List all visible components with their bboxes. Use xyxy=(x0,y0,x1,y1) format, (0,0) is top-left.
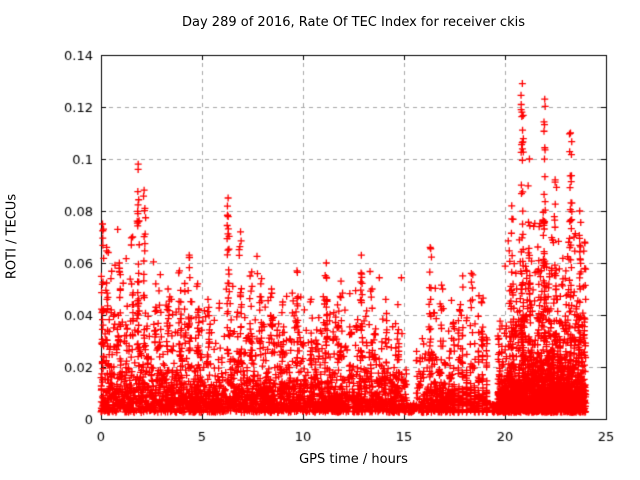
chart-title: Day 289 of 2016, Rate Of TEC Index for r… xyxy=(182,15,525,30)
y-axis-title: ROTI / TECUs xyxy=(4,193,20,280)
x-axis-title: GPS time / hours xyxy=(299,452,408,467)
